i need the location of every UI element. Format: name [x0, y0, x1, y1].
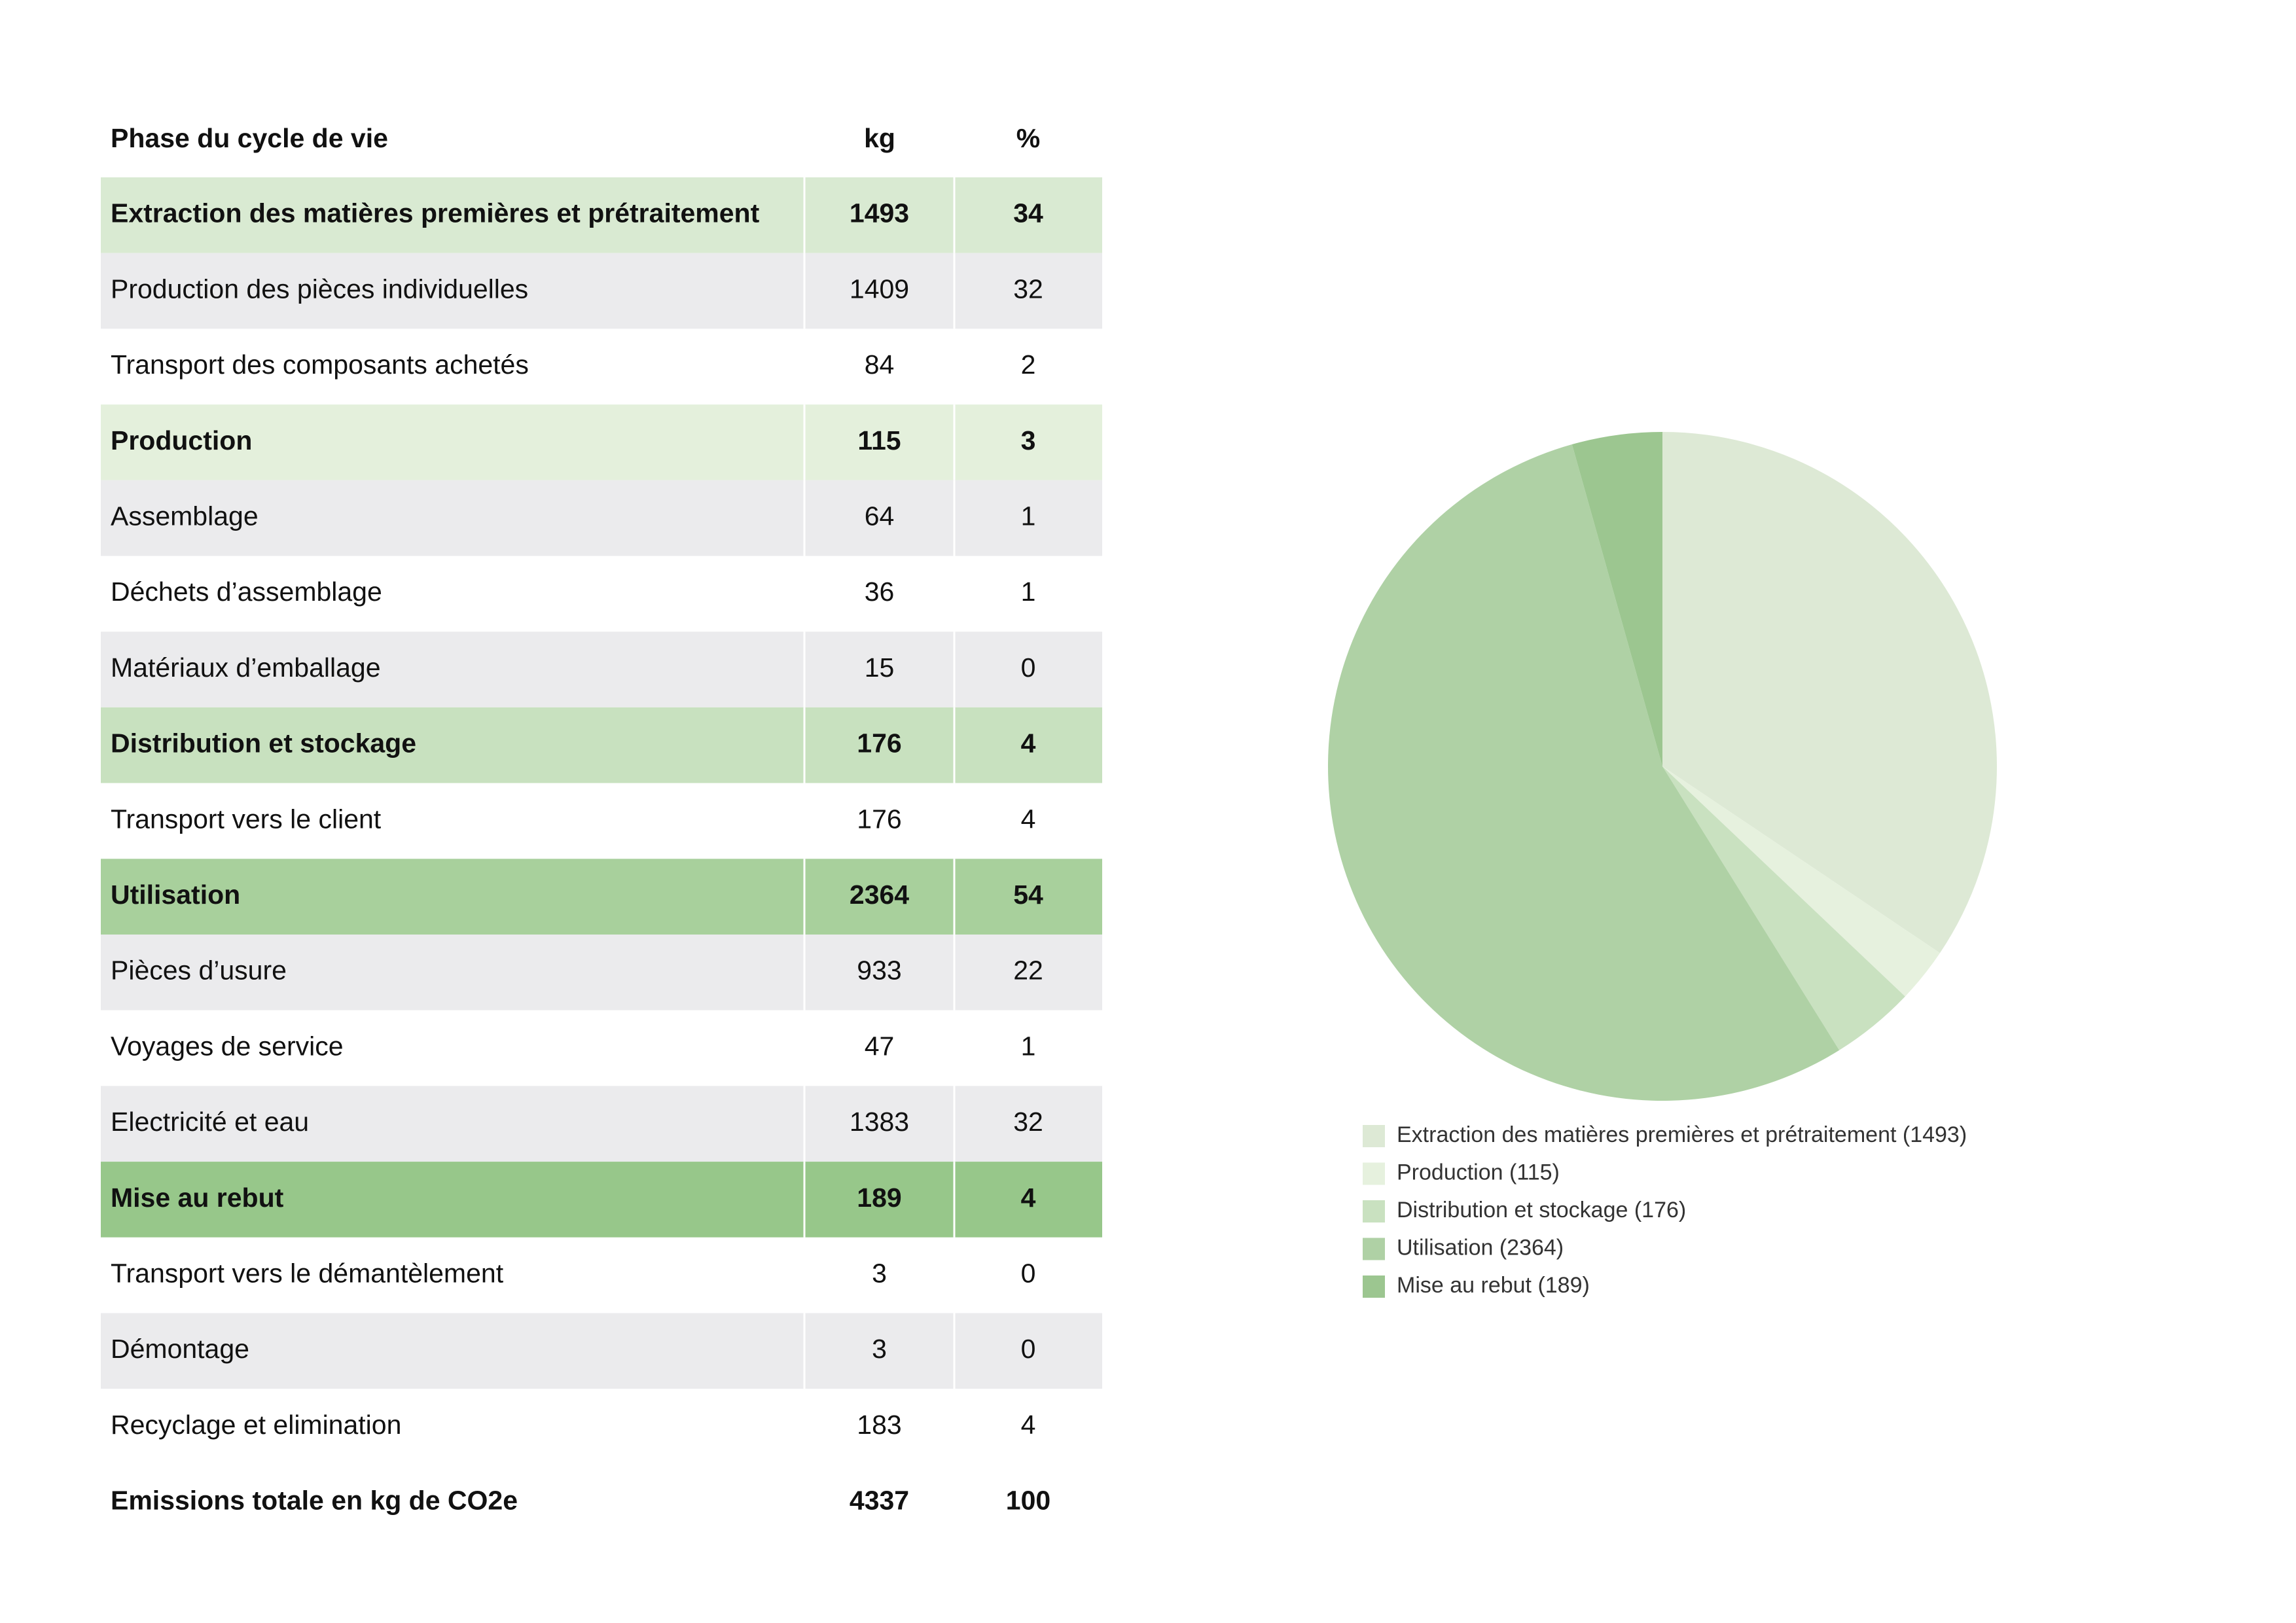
row-pct: 0 — [1021, 1258, 1036, 1288]
row-pct: 0 — [1021, 652, 1036, 683]
table-row — [101, 177, 1102, 253]
row-kg: 183 — [857, 1410, 901, 1440]
row-label: Transport vers le démantèlement — [111, 1258, 504, 1288]
row-label: Transport des composants achetés — [111, 349, 529, 380]
table-row — [101, 404, 1102, 480]
row-label: Production — [111, 425, 252, 455]
row-kg: 2364 — [850, 880, 909, 910]
table-row — [101, 632, 1102, 707]
header-phase: Phase du cycle de vie — [111, 123, 388, 153]
row-kg: 1493 — [850, 198, 909, 228]
legend-label: Extraction des matières premières et pré… — [1397, 1122, 1967, 1147]
pie-slice — [1571, 432, 1662, 766]
table-row — [101, 707, 1102, 783]
table-row — [101, 1010, 1102, 1086]
row-label: Recyclage et elimination — [111, 1410, 401, 1440]
row-kg: 176 — [857, 804, 901, 834]
total-pct: 100 — [1006, 1486, 1050, 1516]
legend-label: Mise au rebut (189) — [1397, 1273, 1590, 1298]
table-row — [101, 329, 1102, 405]
table-row — [101, 1313, 1102, 1389]
header-kg: kg — [864, 123, 895, 153]
row-pct: 4 — [1021, 804, 1036, 834]
row-pct: 4 — [1021, 728, 1036, 758]
row-pct: 4 — [1021, 1410, 1036, 1440]
row-label: Voyages de service — [111, 1031, 344, 1061]
row-pct: 4 — [1021, 1183, 1036, 1213]
row-label: Matériaux d’emballage — [111, 652, 381, 683]
legend-swatch — [1363, 1162, 1385, 1185]
row-label: Electricité et eau — [111, 1107, 309, 1137]
row-pct: 32 — [1013, 1107, 1043, 1137]
pie-slice — [1662, 766, 1905, 1050]
header-pct: % — [1016, 123, 1040, 153]
table-row — [101, 783, 1102, 859]
pie-slice — [1662, 432, 1997, 954]
row-kg: 189 — [857, 1183, 901, 1213]
row-kg: 176 — [857, 728, 901, 758]
row-kg: 1383 — [850, 1107, 909, 1137]
table-row — [101, 480, 1102, 556]
row-label: Démontage — [111, 1334, 249, 1364]
pie-slice — [1662, 766, 1940, 997]
total-kg: 4337 — [850, 1486, 909, 1516]
row-kg: 1409 — [850, 274, 909, 304]
table-row — [101, 1237, 1102, 1313]
row-kg: 3 — [872, 1334, 887, 1364]
row-label: Pièces d’usure — [111, 955, 287, 986]
row-label: Déchets d’assemblage — [111, 577, 382, 607]
row-label: Utilisation — [111, 880, 240, 910]
table-row — [101, 556, 1102, 632]
table-row — [101, 935, 1102, 1010]
legend-label: Production (115) — [1397, 1160, 1560, 1185]
row-pct: 3 — [1021, 425, 1036, 455]
row-kg: 115 — [857, 425, 901, 455]
row-kg: 15 — [865, 652, 895, 683]
row-label: Mise au rebut — [111, 1183, 284, 1213]
table-row — [101, 253, 1102, 329]
row-pct: 34 — [1013, 198, 1043, 228]
table-row — [101, 859, 1102, 935]
row-label: Assemblage — [111, 501, 259, 531]
legend-swatch — [1363, 1125, 1385, 1147]
table-row — [101, 1162, 1102, 1238]
legend-swatch — [1363, 1238, 1385, 1260]
row-pct: 1 — [1021, 501, 1036, 531]
row-kg: 36 — [865, 577, 895, 607]
row-kg: 3 — [872, 1258, 887, 1288]
row-pct: 1 — [1021, 577, 1036, 607]
row-pct: 22 — [1013, 955, 1043, 986]
row-kg: 64 — [865, 501, 895, 531]
row-pct: 54 — [1013, 880, 1043, 910]
row-kg: 47 — [865, 1031, 895, 1061]
legend-swatch — [1363, 1275, 1385, 1298]
row-kg: 84 — [865, 349, 895, 380]
row-label: Production des pièces individuelles — [111, 274, 528, 304]
row-pct: 1 — [1021, 1031, 1036, 1061]
row-pct: 2 — [1021, 349, 1036, 380]
row-pct: 32 — [1013, 274, 1043, 304]
legend-label: Distribution et stockage (176) — [1397, 1198, 1686, 1222]
row-kg: 933 — [857, 955, 901, 986]
row-label: Transport vers le client — [111, 804, 382, 834]
legend-swatch — [1363, 1200, 1385, 1222]
table-row — [101, 1086, 1102, 1162]
row-label: Distribution et stockage — [111, 728, 416, 758]
total-label: Emissions totale en kg de CO2e — [111, 1486, 518, 1516]
row-label: Extraction des matières premières et pré… — [111, 198, 760, 228]
row-pct: 0 — [1021, 1334, 1036, 1364]
legend-label: Utilisation (2364) — [1397, 1235, 1564, 1260]
pie-slice — [1327, 444, 1840, 1101]
table-row — [101, 1389, 1102, 1465]
